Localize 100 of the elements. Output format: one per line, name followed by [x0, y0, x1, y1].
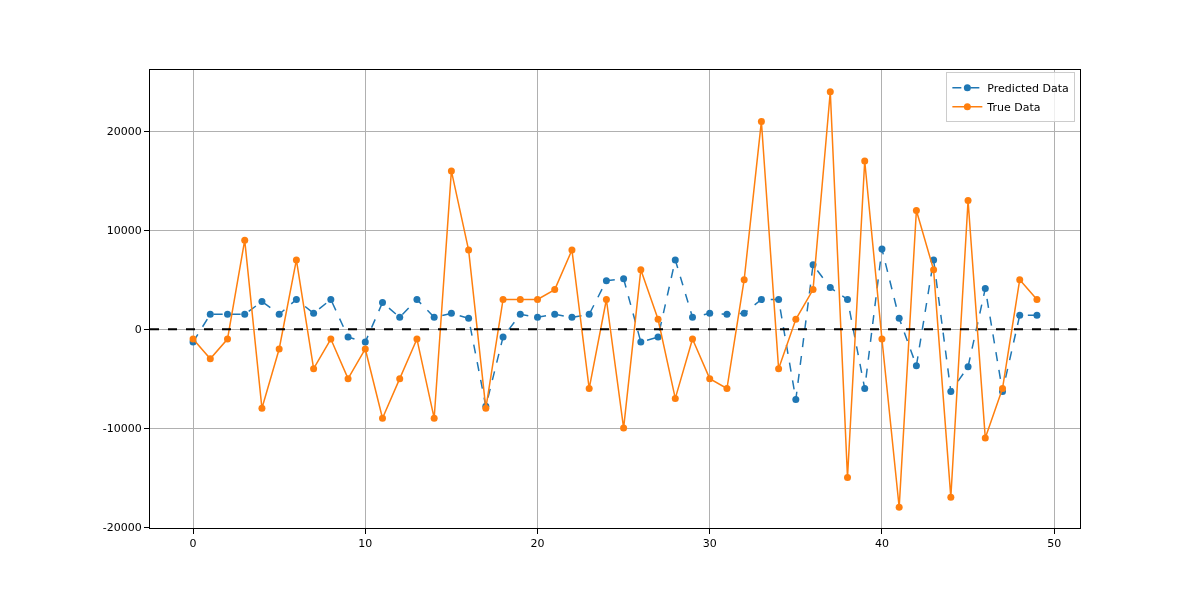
point [224, 335, 231, 343]
point [258, 404, 266, 412]
point [310, 309, 318, 317]
point [585, 385, 593, 393]
point [740, 276, 748, 284]
point [826, 284, 834, 292]
point [844, 295, 851, 303]
y-tick-label: 20000 [106, 125, 142, 139]
point [292, 256, 300, 264]
point [654, 333, 662, 341]
point [671, 394, 679, 402]
point [413, 295, 421, 303]
point [740, 309, 748, 317]
legend-label: Predicted Data [987, 82, 1069, 96]
point [930, 266, 938, 274]
point [206, 355, 214, 363]
point [551, 310, 559, 318]
point [310, 365, 318, 373]
point [447, 309, 455, 317]
point [654, 315, 662, 323]
point [947, 493, 955, 501]
point [534, 313, 541, 321]
point [568, 246, 576, 254]
point [241, 310, 249, 318]
point [327, 335, 335, 343]
point [344, 375, 352, 383]
point [620, 275, 628, 283]
x-tick-label: 0 [189, 537, 197, 551]
y-tick-label: 10000 [106, 224, 142, 238]
point [637, 338, 645, 346]
point [379, 414, 386, 422]
point [396, 375, 404, 383]
point [723, 385, 731, 393]
point [344, 333, 352, 341]
point [620, 424, 628, 432]
point [275, 310, 283, 318]
point [499, 333, 507, 341]
point [689, 335, 696, 343]
point [292, 295, 300, 303]
point [878, 335, 886, 343]
point [826, 88, 834, 96]
point [430, 414, 438, 422]
point [964, 363, 972, 371]
point [757, 295, 765, 303]
legend-label: True Data [986, 101, 1041, 115]
point [241, 236, 249, 244]
x-tick-label: 20 [530, 537, 545, 551]
point [964, 197, 972, 205]
point [706, 375, 714, 383]
point [516, 310, 524, 318]
point [878, 245, 886, 253]
point [602, 277, 610, 285]
point [947, 387, 955, 395]
point [861, 157, 869, 165]
point [671, 256, 679, 264]
point [585, 310, 593, 318]
point [981, 285, 989, 293]
y-tick-label: 0 [134, 323, 142, 337]
point [809, 286, 817, 294]
point [912, 362, 920, 370]
point [723, 310, 731, 318]
point [689, 313, 696, 321]
point [1033, 311, 1041, 319]
point [379, 298, 386, 306]
x-tick-label: 40 [874, 537, 889, 551]
y-tick-label: -20000 [102, 520, 142, 534]
point [361, 338, 369, 346]
point [206, 310, 214, 318]
point [551, 286, 559, 294]
point [602, 295, 610, 303]
point [792, 315, 800, 323]
point [706, 309, 714, 317]
point [447, 167, 455, 175]
point [568, 313, 576, 321]
point [981, 434, 989, 442]
x-tick-label: 30 [702, 537, 717, 551]
point [895, 314, 903, 322]
point [792, 395, 800, 403]
point [1016, 276, 1024, 284]
x-tick-label: 50 [1047, 537, 1062, 551]
point [413, 335, 421, 343]
point [327, 295, 335, 303]
point [1016, 311, 1024, 319]
point [258, 297, 266, 305]
point [361, 345, 369, 353]
point [895, 503, 903, 511]
point [430, 313, 438, 321]
point [499, 295, 507, 303]
point [275, 345, 283, 353]
point [775, 365, 783, 373]
point [1033, 295, 1041, 303]
y-tick-label: -10000 [102, 421, 142, 435]
point [757, 117, 765, 125]
point [637, 266, 645, 274]
point [465, 314, 473, 322]
point [396, 313, 404, 321]
point [516, 295, 524, 303]
x-tick-label: 10 [358, 537, 373, 551]
point [775, 295, 783, 303]
point [861, 385, 869, 393]
